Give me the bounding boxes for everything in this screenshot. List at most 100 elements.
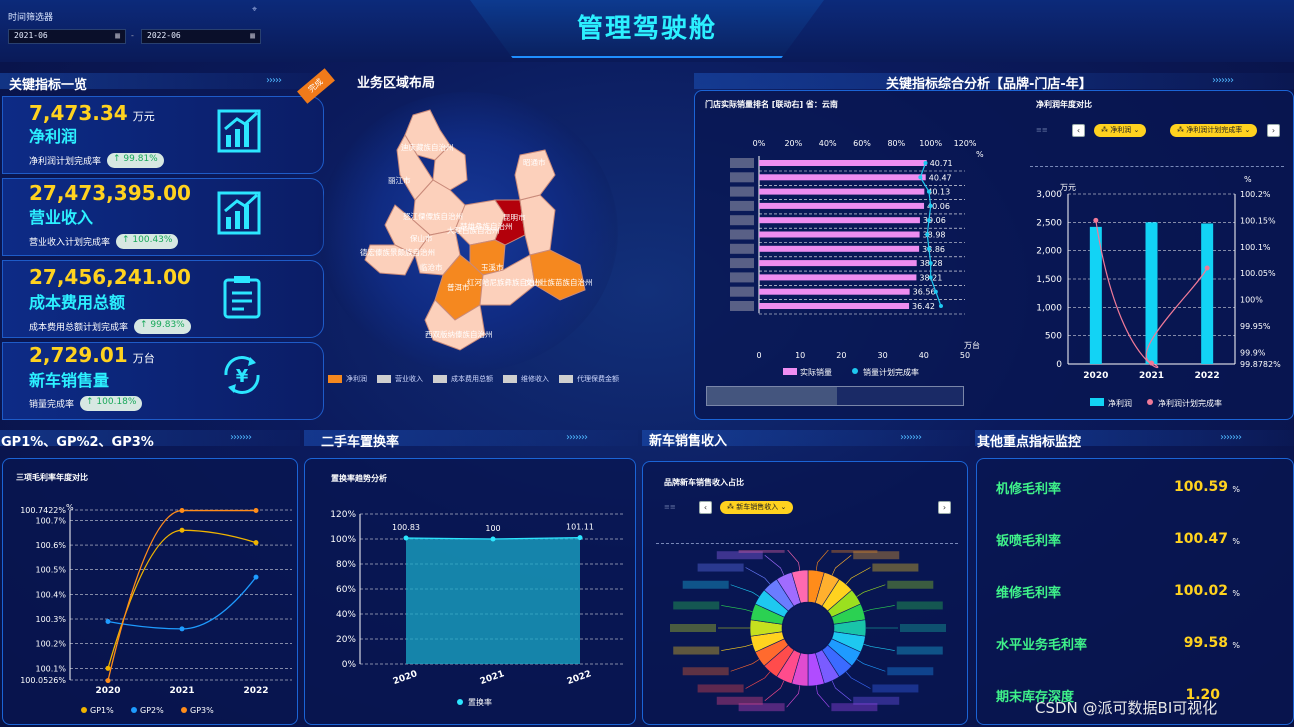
data-zoom-slider[interactable] (706, 386, 964, 406)
date-to-input[interactable]: 2022-06 ▦ (141, 29, 261, 44)
net-profit-yoy-chart[interactable]: 万元% 3,000 2,500 2,000 1,500 1,000 500 0 100.2% 10… (1030, 174, 1292, 414)
chevrons-icon: ››››› (266, 75, 282, 86)
legend-label: GP2% (140, 706, 164, 715)
series-point (105, 665, 111, 671)
blurred-label (831, 703, 878, 712)
rate-badge: ↑ 99.83% (134, 319, 191, 334)
used-header-bar (304, 430, 638, 446)
brand-share-pie-chart[interactable] (650, 550, 964, 722)
profit-bar (1145, 222, 1158, 364)
blurred-store-name (730, 258, 754, 269)
right-tick-label: 100.05% (1240, 269, 1276, 278)
used-chart-title: 置换率趋势分析 (331, 474, 387, 483)
series-point (179, 626, 185, 632)
x-tick-label: 2020 (392, 669, 419, 687)
legend-item[interactable]: 代理保费金额 (559, 374, 619, 384)
blurred-store-name (730, 286, 754, 297)
menu-icon[interactable]: ≡≡ (664, 503, 676, 511)
yunnan-map[interactable]: 迪庆藏族自治州 丽江市 怒江傈僳族自治州 大理白族自治州 楚雄彝族自治州 昆明市… (355, 105, 610, 355)
gp-panel (2, 458, 298, 725)
data-label: 100.83 (392, 523, 420, 532)
y-tick-label: 100% (330, 535, 356, 545)
menu-icon[interactable]: ≡≡ (1036, 126, 1048, 134)
kpi-card-sales: 2,729.01 万台 新车销售量 销量完成率 ↑ 100.18% ¥ (2, 342, 324, 420)
monitor-value: 100.02 (1173, 583, 1228, 599)
blurred-label (682, 667, 729, 676)
rate-badge: ↑ 100.43% (116, 234, 179, 249)
monitor-row: 钣喷毛利率 100.47% (996, 530, 1276, 550)
next-button[interactable]: › (938, 501, 951, 514)
label-line (815, 550, 829, 571)
next-button[interactable]: › (1267, 124, 1280, 137)
y-tick-label: 100.7422% (20, 506, 66, 515)
monitor-header-bar (975, 430, 1294, 446)
x-tick-label: 2022 (566, 669, 593, 687)
top-tick-label: 120% (954, 139, 977, 148)
filter-icon[interactable]: ⌖ (252, 5, 258, 15)
blurred-label (900, 624, 946, 632)
sales-bar (759, 174, 926, 181)
legend-label: GP1% (90, 706, 114, 715)
replacement-rate-chart[interactable]: 120% 100% 80% 60% 40% 20% 0% 100.83 100 101.11 202… (308, 500, 634, 722)
blurred-label (697, 563, 744, 572)
series-point (253, 540, 259, 546)
data-label: 100 (485, 524, 500, 533)
rate-point (403, 535, 409, 541)
label-line (845, 671, 871, 689)
kpi-unit: 万元 (132, 110, 155, 123)
city-label: 怒江傈僳族自治州 (403, 211, 463, 221)
label-line (831, 554, 852, 576)
y-tick-label: 20% (336, 635, 356, 645)
legend-item[interactable]: 成本费用总额 (433, 374, 493, 384)
legend-swatch (457, 699, 463, 705)
blurred-label (697, 684, 744, 693)
x-tick-label: 2021 (479, 669, 506, 687)
legend-item[interactable]: 维修收入 (503, 374, 549, 384)
city-label: 西双版纳傣族自治州 (425, 329, 493, 339)
divider (656, 543, 958, 544)
series-point (105, 618, 111, 624)
label-line (787, 550, 801, 571)
monitor-row: 维修毛利率 100.02% (996, 582, 1276, 602)
kpi-value: 7,473.34 (29, 101, 128, 125)
series-chip[interactable]: ⁂ 新车销售收入 ⌄ (720, 501, 794, 514)
label-line (730, 584, 760, 597)
legend-label: 销量计划完成率 (863, 367, 919, 377)
slider-range[interactable] (707, 387, 837, 405)
bottom-tick-label: 40 (919, 351, 929, 360)
kpi-label: 营业收入 (29, 208, 94, 227)
top-unit-label: % (976, 150, 984, 159)
bar-value-label: 36.56 (913, 288, 936, 297)
calendar-icon[interactable]: ▦ (250, 31, 255, 40)
label-line (786, 685, 801, 708)
series-chip[interactable]: ⁂ 净利润 ⌄ (1094, 124, 1147, 137)
gp-line-chart[interactable]: %100.7422%100.7% 100.6% 100.5% 100.4% 100.3%… (4, 500, 296, 722)
y-tick-label: 100.1% (35, 664, 66, 673)
left-tick-label: 500 (1045, 332, 1062, 342)
label-line (721, 644, 753, 651)
city-label: 楚雄彝族自治州 (460, 221, 513, 231)
monitor-unit: % (1232, 537, 1240, 546)
y-tick-label: 100.5% (35, 566, 66, 575)
prev-button[interactable]: ‹ (1072, 124, 1085, 137)
page-title: 管理驾驶舱 (576, 14, 717, 44)
chevrons-icon: ››››››› (1212, 75, 1234, 86)
monitor-unit: % (1232, 641, 1240, 650)
blurred-store-name (730, 172, 754, 183)
region-section-title: 业务区域布局 (357, 76, 436, 91)
newcar-chart-title: 品牌新车销售收入占比 (664, 478, 744, 487)
legend-item[interactable]: 营业收入 (377, 374, 423, 384)
calendar-icon[interactable]: ▦ (115, 31, 120, 40)
series-chip[interactable]: ⁂ 净利润计划完成率 ⌄ (1170, 124, 1258, 137)
analysis-header-bar (694, 73, 1294, 89)
blurred-label (670, 624, 716, 632)
date-from-input[interactable]: 2021-06 ▦ (8, 29, 126, 44)
prev-button[interactable]: ‹ (699, 501, 712, 514)
legend-item[interactable]: 净利润 (328, 374, 367, 384)
series-line (107, 576, 257, 630)
legend-swatch (783, 368, 797, 375)
label-line (745, 671, 771, 689)
top-tick-label: 0% (753, 139, 766, 148)
kpi-rate-label: 营业收入计划完成率 (29, 238, 111, 248)
